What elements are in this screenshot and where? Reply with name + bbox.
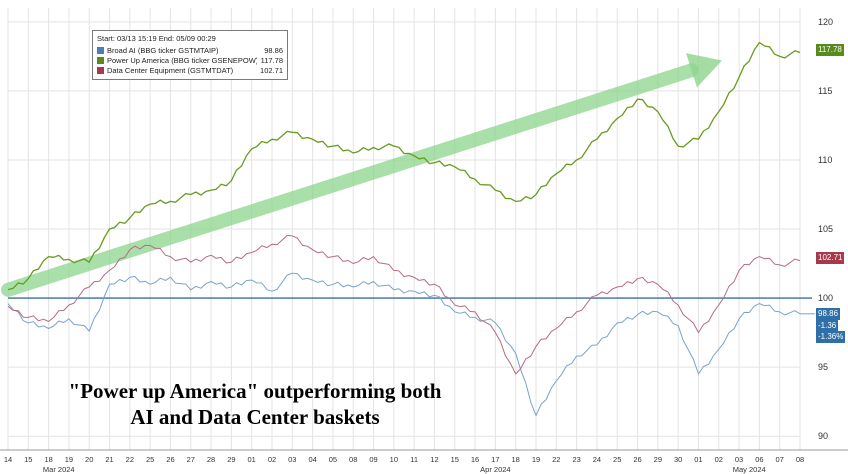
legend-header: Start: 03/13 15:19 End: 05/09 00:29 xyxy=(97,34,216,43)
x-tick-label: 21 xyxy=(105,455,113,464)
x-tick-label: 01 xyxy=(694,455,702,464)
x-tick-label: 22 xyxy=(126,455,134,464)
legend-swatch-power-up-america xyxy=(97,56,104,64)
y-tick-label: 100 xyxy=(818,293,833,303)
last-value-tag-ai: 98.86 xyxy=(816,308,841,320)
change-tag-ai: -1.36 xyxy=(816,320,839,332)
y-tick-label: 120 xyxy=(818,17,833,27)
x-tick-label: 29 xyxy=(227,455,235,464)
legend-item-broad-ai: Broad AI (BBG ticker GSTMTAIP) 98.86 xyxy=(97,45,283,55)
x-tick-label: 30 xyxy=(674,455,682,464)
x-tick-label: 10 xyxy=(390,455,398,464)
trend-arrow xyxy=(1,53,722,297)
series-line-broad-ai xyxy=(7,272,801,416)
x-tick-label: 29 xyxy=(654,455,662,464)
legend-value: 102.71 xyxy=(260,65,283,75)
y-tick-label: 110 xyxy=(818,155,832,165)
x-tick-label: 11 xyxy=(410,455,418,464)
legend-swatch-broad-ai xyxy=(97,46,104,54)
x-tick-label: 06 xyxy=(755,455,763,464)
x-tick-label: 01 xyxy=(248,455,256,464)
x-tick-label: 02 xyxy=(715,455,723,464)
x-tick-label: 07 xyxy=(776,455,784,464)
x-tick-label: 19 xyxy=(532,455,540,464)
x-tick-label: 04 xyxy=(308,455,316,464)
y-axis: 90 95 100 105 110 115 120 xyxy=(818,17,833,441)
x-tick-label: 25 xyxy=(146,455,154,464)
x-tick-label: 14 xyxy=(4,455,12,464)
legend-label: Data Center Equipment (GSTMTDAT) xyxy=(107,65,234,75)
last-value-tag-dc: 102.71 xyxy=(816,252,845,264)
series-group xyxy=(7,41,815,416)
x-tick-label: 24 xyxy=(593,455,601,464)
callout-line-2: AI and Data Center baskets xyxy=(130,405,380,429)
x-tick-label: 08 xyxy=(349,455,357,464)
chart-grid xyxy=(7,8,801,450)
callout-line-1: "Power up America" outperforming both xyxy=(68,379,442,403)
x-tick-label: 03 xyxy=(288,455,296,464)
x-tick-label: 09 xyxy=(369,455,377,464)
legend: Start: 03/13 15:19 End: 05/09 00:29 Broa… xyxy=(92,30,288,80)
x-tick-label: 15 xyxy=(24,455,32,464)
x-tick-label: 26 xyxy=(166,455,174,464)
trend-arrow-head xyxy=(686,53,722,88)
series-line-power-up-america xyxy=(7,41,801,291)
x-tick-label: 23 xyxy=(572,455,580,464)
x-tick-label: 08 xyxy=(796,455,804,464)
y-tick-label: 105 xyxy=(818,224,833,234)
x-tick-label: 19 xyxy=(65,455,73,464)
legend-item-data-center: Data Center Equipment (GSTMTDAT) 102.71 xyxy=(97,65,283,75)
x-month-label: Mar 2024 xyxy=(43,465,75,474)
legend-label: Broad AI (BBG ticker GSTMTAIP) xyxy=(107,45,219,55)
x-tick-label: 26 xyxy=(633,455,641,464)
x-tick-label: 05 xyxy=(329,455,337,464)
legend-item-power-up-america: Power Up America (BBG ticker GSENEPOW) 1… xyxy=(97,55,283,65)
x-tick-label: 25 xyxy=(613,455,621,464)
x-tick-label: 28 xyxy=(207,455,215,464)
x-tick-label: 03 xyxy=(735,455,743,464)
x-tick-label: 02 xyxy=(268,455,276,464)
legend-swatch-data-center xyxy=(97,66,104,74)
legend-value: 117.78 xyxy=(260,55,283,65)
x-tick-label: 12 xyxy=(430,455,438,464)
legend-value: 98.86 xyxy=(264,45,283,55)
x-month-label: Apr 2024 xyxy=(480,465,510,474)
x-tick-label: 20 xyxy=(85,455,93,464)
x-tick-label: 16 xyxy=(471,455,479,464)
change-pct-tag-ai: -1.36% xyxy=(816,331,846,343)
x-tick-label: 15 xyxy=(451,455,459,464)
x-tick-label: 18 xyxy=(44,455,52,464)
x-tick-label: 17 xyxy=(491,455,499,464)
x-tick-label: 27 xyxy=(187,455,195,464)
trend-arrow-shaft xyxy=(1,63,699,297)
x-tick-label: 18 xyxy=(512,455,520,464)
legend-label: Power Up America (BBG ticker GSENEPOW) xyxy=(107,55,257,65)
x-tick-label: 22 xyxy=(552,455,560,464)
x-month-label: May 2024 xyxy=(733,465,766,474)
y-tick-label: 90 xyxy=(818,431,828,441)
series-line-data-center xyxy=(7,234,801,375)
callout-text: "Power up America" outperforming both AI… xyxy=(40,378,470,430)
y-tick-label: 115 xyxy=(818,86,832,96)
y-tick-label: 95 xyxy=(818,362,828,372)
last-value-tag-power: 117.78 xyxy=(816,44,844,56)
x-axis: 14 15 18 19 20 21 22 25 26 27 28 29 01 02 03 04 05 08 09 10… xyxy=(0,449,848,474)
